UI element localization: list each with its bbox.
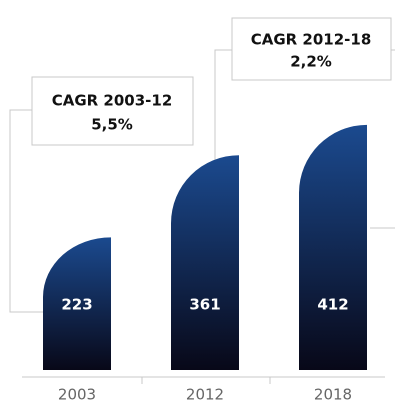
data-label: 361 bbox=[189, 296, 220, 314]
data-label: 412 bbox=[317, 296, 348, 314]
x-tick-label: 2012 bbox=[186, 386, 224, 403]
connector bbox=[214, 49, 232, 165]
annotation-box bbox=[31, 76, 194, 146]
x-tick-label: 2003 bbox=[58, 386, 96, 403]
x-tick-label: 2018 bbox=[314, 386, 352, 403]
annotation-box bbox=[231, 17, 392, 81]
bar bbox=[43, 237, 111, 370]
annotation-title: CAGR 2003-12 bbox=[52, 92, 173, 110]
bar bbox=[171, 155, 239, 370]
data-label: 223 bbox=[61, 296, 92, 314]
connector bbox=[9, 109, 43, 313]
annotation-value: 2,2% bbox=[290, 53, 332, 71]
bar bbox=[299, 124, 367, 370]
annotation-title: CAGR 2012-18 bbox=[251, 31, 372, 49]
annotation-value: 5,5% bbox=[91, 116, 133, 134]
